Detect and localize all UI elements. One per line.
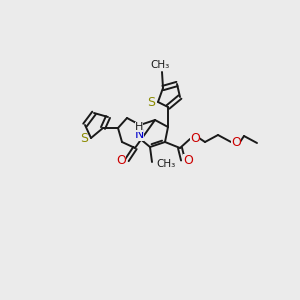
Text: CH₃: CH₃ — [156, 159, 175, 169]
Text: S: S — [147, 95, 155, 109]
Text: H: H — [135, 122, 143, 132]
Text: O: O — [231, 136, 241, 148]
Text: CH₃: CH₃ — [150, 60, 170, 70]
Text: O: O — [183, 154, 193, 166]
Text: O: O — [116, 154, 126, 166]
Text: N: N — [134, 128, 144, 140]
Text: S: S — [80, 133, 88, 146]
Text: O: O — [190, 131, 200, 145]
